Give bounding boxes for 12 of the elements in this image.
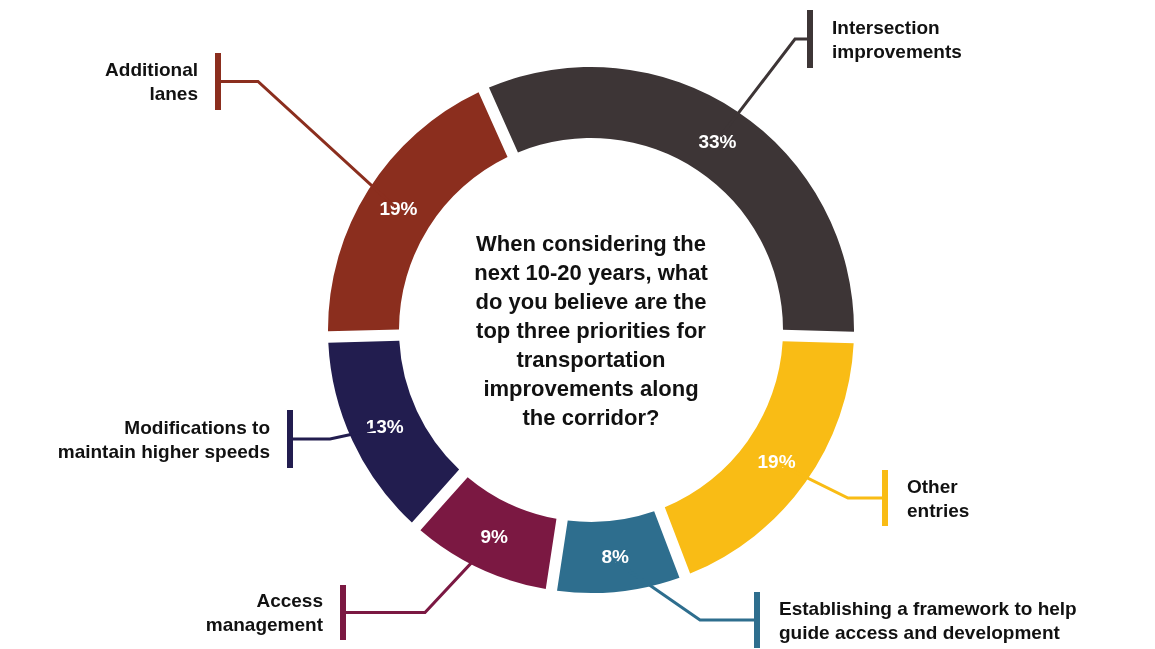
slice-label: Access management — [205, 590, 324, 636]
data-label: 8% — [601, 545, 630, 567]
slice-label: Other entries — [907, 475, 970, 521]
slice-label: Modifications to maintain higher speeds — [57, 416, 270, 462]
slice-label: Establishing a framework to help guide access and development — [779, 597, 1077, 643]
slice-label: Intersection improvements — [832, 16, 962, 62]
data-label: 9% — [480, 525, 509, 547]
text: When considering the next 10-20 years, what do you believe are the top three priorities for transportation improvements along the corridor? — [474, 230, 709, 430]
data-label: 19% — [757, 451, 796, 473]
data-label: 33% — [698, 130, 737, 152]
data-label: 19% — [379, 198, 418, 220]
slice-label: Additional lanes — [105, 59, 198, 105]
